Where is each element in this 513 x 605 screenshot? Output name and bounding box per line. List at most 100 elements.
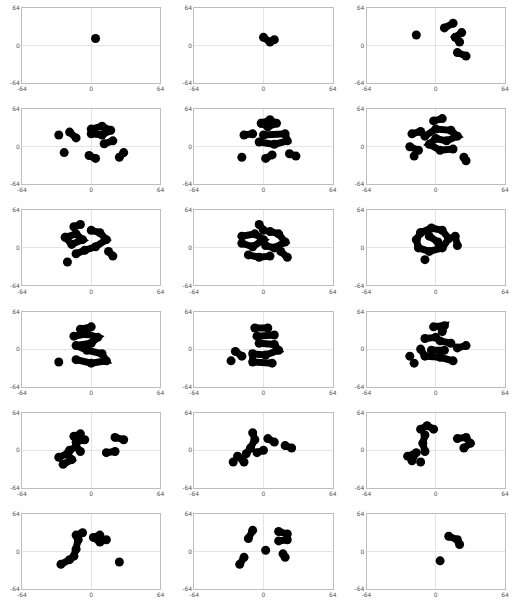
svg-text:0: 0 [188,42,192,49]
svg-text:-64: -64 [17,591,27,598]
svg-text:-64: -64 [362,186,372,193]
svg-text:64: 64 [12,105,20,112]
svg-text:-64: -64 [355,585,365,592]
svg-text:-64: -64 [10,484,20,491]
svg-text:64: 64 [329,490,337,497]
svg-text:0: 0 [16,42,20,49]
svg-text:0: 0 [188,345,192,352]
svg-text:64: 64 [157,288,165,295]
svg-text:0: 0 [434,288,438,295]
svg-text:64: 64 [157,389,165,396]
svg-text:64: 64 [184,308,192,315]
svg-text:0: 0 [262,186,266,193]
svg-text:64: 64 [501,490,509,497]
svg-text:64: 64 [184,105,192,112]
svg-text:-64: -64 [189,85,199,92]
svg-text:0: 0 [188,548,192,555]
svg-text:0: 0 [89,389,93,396]
svg-text:0: 0 [262,85,266,92]
svg-text:-64: -64 [182,79,192,86]
svg-text:64: 64 [501,389,509,396]
svg-text:64: 64 [357,4,365,11]
svg-text:-64: -64 [17,186,27,193]
svg-text:0: 0 [16,143,20,150]
svg-text:64: 64 [12,4,20,11]
svg-text:0: 0 [361,143,365,150]
svg-text:64: 64 [329,186,337,193]
svg-text:0: 0 [89,288,93,295]
svg-text:64: 64 [501,186,509,193]
svg-text:64: 64 [357,308,365,315]
svg-text:-64: -64 [17,288,27,295]
svg-text:64: 64 [501,85,509,92]
svg-text:-64: -64 [10,383,20,390]
svg-text:-64: -64 [10,282,20,289]
svg-text:-64: -64 [189,490,199,497]
svg-text:0: 0 [188,244,192,251]
svg-text:-64: -64 [17,389,27,396]
svg-text:0: 0 [89,490,93,497]
svg-text:-64: -64 [17,490,27,497]
svg-text:64: 64 [184,409,192,416]
svg-text:64: 64 [12,409,20,416]
svg-text:64: 64 [329,389,337,396]
svg-text:64: 64 [184,206,192,213]
svg-text:0: 0 [89,186,93,193]
svg-text:-64: -64 [355,484,365,491]
svg-text:64: 64 [157,85,165,92]
svg-text:0: 0 [434,591,438,598]
svg-text:64: 64 [12,510,20,517]
svg-text:0: 0 [361,548,365,555]
svg-text:-64: -64 [182,180,192,187]
svg-text:0: 0 [434,85,438,92]
svg-text:0: 0 [434,186,438,193]
svg-text:-64: -64 [182,383,192,390]
svg-text:64: 64 [157,490,165,497]
svg-text:64: 64 [329,288,337,295]
svg-text:-64: -64 [362,389,372,396]
svg-text:64: 64 [157,186,165,193]
svg-text:-64: -64 [362,85,372,92]
svg-text:64: 64 [357,510,365,517]
svg-text:-64: -64 [355,383,365,390]
svg-text:0: 0 [16,446,20,453]
svg-text:0: 0 [434,490,438,497]
svg-text:-64: -64 [10,585,20,592]
svg-text:-64: -64 [355,282,365,289]
svg-text:-64: -64 [182,282,192,289]
svg-text:0: 0 [16,244,20,251]
svg-text:0: 0 [89,591,93,598]
svg-text:-64: -64 [362,288,372,295]
svg-text:0: 0 [361,42,365,49]
svg-text:64: 64 [329,591,337,598]
svg-text:0: 0 [262,591,266,598]
svg-text:-64: -64 [189,288,199,295]
svg-text:64: 64 [184,4,192,11]
svg-text:-64: -64 [182,484,192,491]
svg-text:64: 64 [501,591,509,598]
svg-text:0: 0 [434,389,438,396]
svg-text:-64: -64 [17,85,27,92]
svg-text:0: 0 [262,389,266,396]
svg-text:64: 64 [357,206,365,213]
svg-text:0: 0 [89,85,93,92]
svg-text:0: 0 [262,490,266,497]
svg-text:0: 0 [16,345,20,352]
svg-text:64: 64 [184,510,192,517]
svg-text:0: 0 [16,548,20,555]
svg-text:64: 64 [12,206,20,213]
svg-text:-64: -64 [362,591,372,598]
svg-text:0: 0 [361,446,365,453]
svg-text:64: 64 [12,308,20,315]
svg-text:-64: -64 [189,186,199,193]
svg-text:-64: -64 [10,180,20,187]
svg-text:-64: -64 [189,389,199,396]
svg-text:0: 0 [361,244,365,251]
svg-text:0: 0 [188,143,192,150]
svg-text:-64: -64 [362,490,372,497]
svg-text:-64: -64 [355,180,365,187]
svg-text:-64: -64 [355,79,365,86]
svg-text:-64: -64 [182,585,192,592]
svg-text:-64: -64 [189,591,199,598]
svg-text:64: 64 [357,409,365,416]
